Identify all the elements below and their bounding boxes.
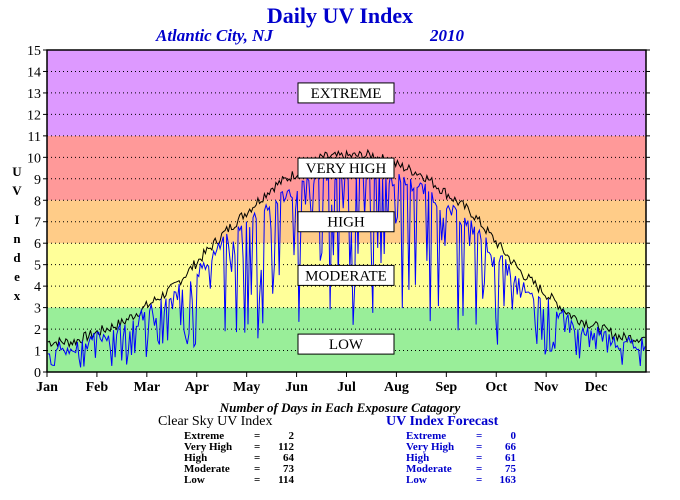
forecast-row-value: 163 — [499, 474, 517, 486]
category-caption: Number of Days in Each Exposure Catagory — [219, 400, 461, 415]
band-label: MODERATE — [305, 268, 387, 284]
forecast-row: Moderate = 75 — [406, 464, 516, 475]
y-axis-label-char: I — [14, 212, 20, 227]
y-tick-label: 1 — [34, 345, 41, 360]
y-axis-label-char: U — [12, 164, 22, 179]
clear-sky-row-equals: = — [254, 474, 261, 486]
clear-sky-row-value: 114 — [278, 474, 294, 486]
y-tick-label: 14 — [27, 65, 41, 80]
clear-sky-row: High = 64 — [184, 453, 294, 464]
clear-sky-row-label: Extreme — [184, 430, 225, 442]
clear-sky-row-value: 112 — [278, 441, 294, 453]
forecast-row-value: 0 — [510, 430, 517, 442]
x-tick-label: Sep — [435, 380, 457, 395]
forecast-row: Low = 163 — [406, 475, 516, 486]
y-tick-label: 2 — [34, 323, 41, 338]
clear-sky-row-label: Very High — [184, 441, 233, 453]
forecast-row: Extreme = 0 — [406, 431, 516, 442]
y-tick-label: 9 — [34, 173, 41, 188]
y-tick-label: 12 — [27, 108, 41, 123]
forecast-row-label: Moderate — [406, 463, 452, 475]
y-axis-label-char: e — [14, 269, 20, 284]
forecast-row-label: High — [406, 452, 430, 464]
y-tick-label: 8 — [34, 194, 41, 209]
y-tick-label: 15 — [27, 44, 41, 59]
forecast-row-label: Low — [406, 474, 427, 486]
clear-sky-row-label: Moderate — [184, 463, 230, 475]
forecast-row-value: 75 — [505, 463, 516, 475]
x-tick-label: Dec — [585, 380, 608, 395]
clear-sky-row-label: High — [184, 452, 208, 464]
chart-title: Daily UV Index — [266, 3, 414, 28]
y-tick-label: 13 — [27, 87, 41, 102]
y-axis-label-char: d — [13, 250, 21, 265]
clear-sky-row-equals: = — [254, 441, 261, 453]
forecast-row-equals: = — [476, 474, 483, 486]
forecast-row-label: Extreme — [406, 430, 447, 442]
clear-sky-row: Low = 114 — [184, 475, 294, 486]
y-tick-label: 0 — [34, 366, 41, 381]
x-tick-label: Oct — [485, 380, 507, 395]
clear-sky-row: Moderate = 73 — [184, 464, 294, 475]
clear-sky-title: Clear Sky UV Index — [158, 414, 273, 429]
forecast-row-value: 66 — [505, 441, 516, 453]
clear-sky-row-value: 64 — [283, 452, 294, 464]
clear-sky-row: Extreme = 2 — [184, 431, 294, 442]
band-label-box — [297, 264, 395, 286]
clear-sky-row: Very High = 112 — [184, 442, 294, 453]
band-label: LOW — [329, 337, 364, 353]
year-label: 2010 — [430, 26, 464, 45]
y-tick-label: 10 — [27, 151, 41, 166]
y-tick-label: 11 — [28, 130, 41, 145]
band-label: HIGH — [327, 215, 365, 231]
y-axis-label-char: x — [13, 288, 21, 303]
x-tick-label: Jul — [337, 380, 356, 395]
location-label: Atlantic City, NJ — [156, 26, 273, 45]
forecast-row-equals: = — [476, 452, 483, 464]
series-line-clear-sky — [47, 148, 646, 349]
plot-frame — [46, 49, 647, 373]
forecast-row: High = 61 — [406, 453, 516, 464]
x-tick-label: Nov — [534, 380, 558, 395]
y-tick-label: 7 — [34, 216, 41, 231]
band-label-box — [297, 333, 395, 355]
y-tick-label: 6 — [34, 237, 41, 252]
forecast-row-equals: = — [476, 430, 483, 442]
x-tick-label: Mar — [134, 380, 160, 395]
clear-sky-row-label: Low — [184, 474, 205, 486]
y-tick-label: 5 — [34, 259, 41, 274]
forecast-row-value: 61 — [505, 452, 516, 464]
y-tick-label: 3 — [34, 302, 41, 317]
x-tick-label: Jun — [285, 380, 308, 395]
clear-sky-row-value: 2 — [288, 430, 295, 442]
band-label-box — [297, 211, 395, 233]
forecast-summary: UV Index Forecast Extreme = 0 Very High = 66 H… — [386, 414, 516, 486]
x-tick-label: Apr — [185, 380, 209, 395]
x-tick-label: Aug — [384, 380, 409, 395]
band-label: EXTREME — [311, 86, 382, 102]
x-tick-label: May — [233, 380, 260, 395]
y-axis-label-char: n — [13, 231, 21, 246]
clear-sky-row-equals: = — [254, 463, 261, 475]
band-label-box — [297, 157, 395, 179]
forecast-row-label: Very High — [406, 441, 455, 453]
clear-sky-summary: Clear Sky UV Index Extreme = 2 Very High = 11… — [158, 414, 294, 486]
band-label: VERY HIGH — [306, 161, 387, 177]
forecast-row: Very High = 66 — [406, 442, 516, 453]
clear-sky-row-value: 73 — [283, 463, 294, 475]
forecast-row-equals: = — [476, 463, 483, 475]
y-tick-label: 4 — [34, 280, 41, 295]
forecast-title: UV Index Forecast — [386, 414, 499, 429]
band-label-box — [297, 82, 395, 104]
forecast-row-equals: = — [476, 441, 483, 453]
clear-sky-row-equals: = — [254, 430, 261, 442]
x-tick-label: Feb — [86, 380, 109, 395]
x-tick-label: Jan — [36, 380, 58, 395]
y-axis-label-char: V — [12, 183, 22, 198]
clear-sky-row-equals: = — [254, 452, 261, 464]
